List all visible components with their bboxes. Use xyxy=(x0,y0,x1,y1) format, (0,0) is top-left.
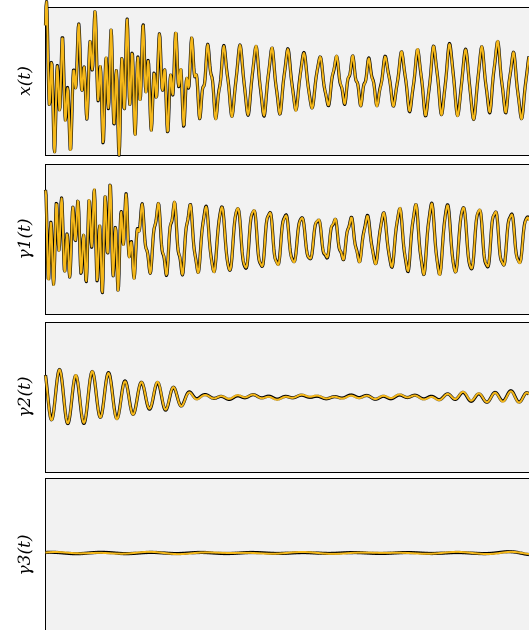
series-line-estimate xyxy=(44,368,529,425)
lines-gamma2 xyxy=(43,368,529,426)
panel-x: x(t) xyxy=(15,0,529,157)
series-line-estimate xyxy=(44,184,529,294)
panel-gamma2: γ2(t) xyxy=(15,322,529,473)
series-line-estimate xyxy=(44,0,529,156)
plot-area-gamma1 xyxy=(45,164,529,315)
lines-gamma1 xyxy=(43,183,529,295)
panel-gamma3: γ3(t) xyxy=(15,478,529,630)
ylabel-x: x(t) xyxy=(15,66,35,96)
ylabel-gamma1: γ1(t) xyxy=(15,218,35,259)
ylabel-gamma3: γ3(t) xyxy=(15,534,35,575)
lines-gamma3 xyxy=(44,550,529,557)
series-line-estimate xyxy=(45,550,529,556)
ylabel-gamma2: γ2(t) xyxy=(15,376,35,417)
panel-gamma1: γ1(t) xyxy=(15,164,529,315)
lines-x xyxy=(43,0,529,157)
